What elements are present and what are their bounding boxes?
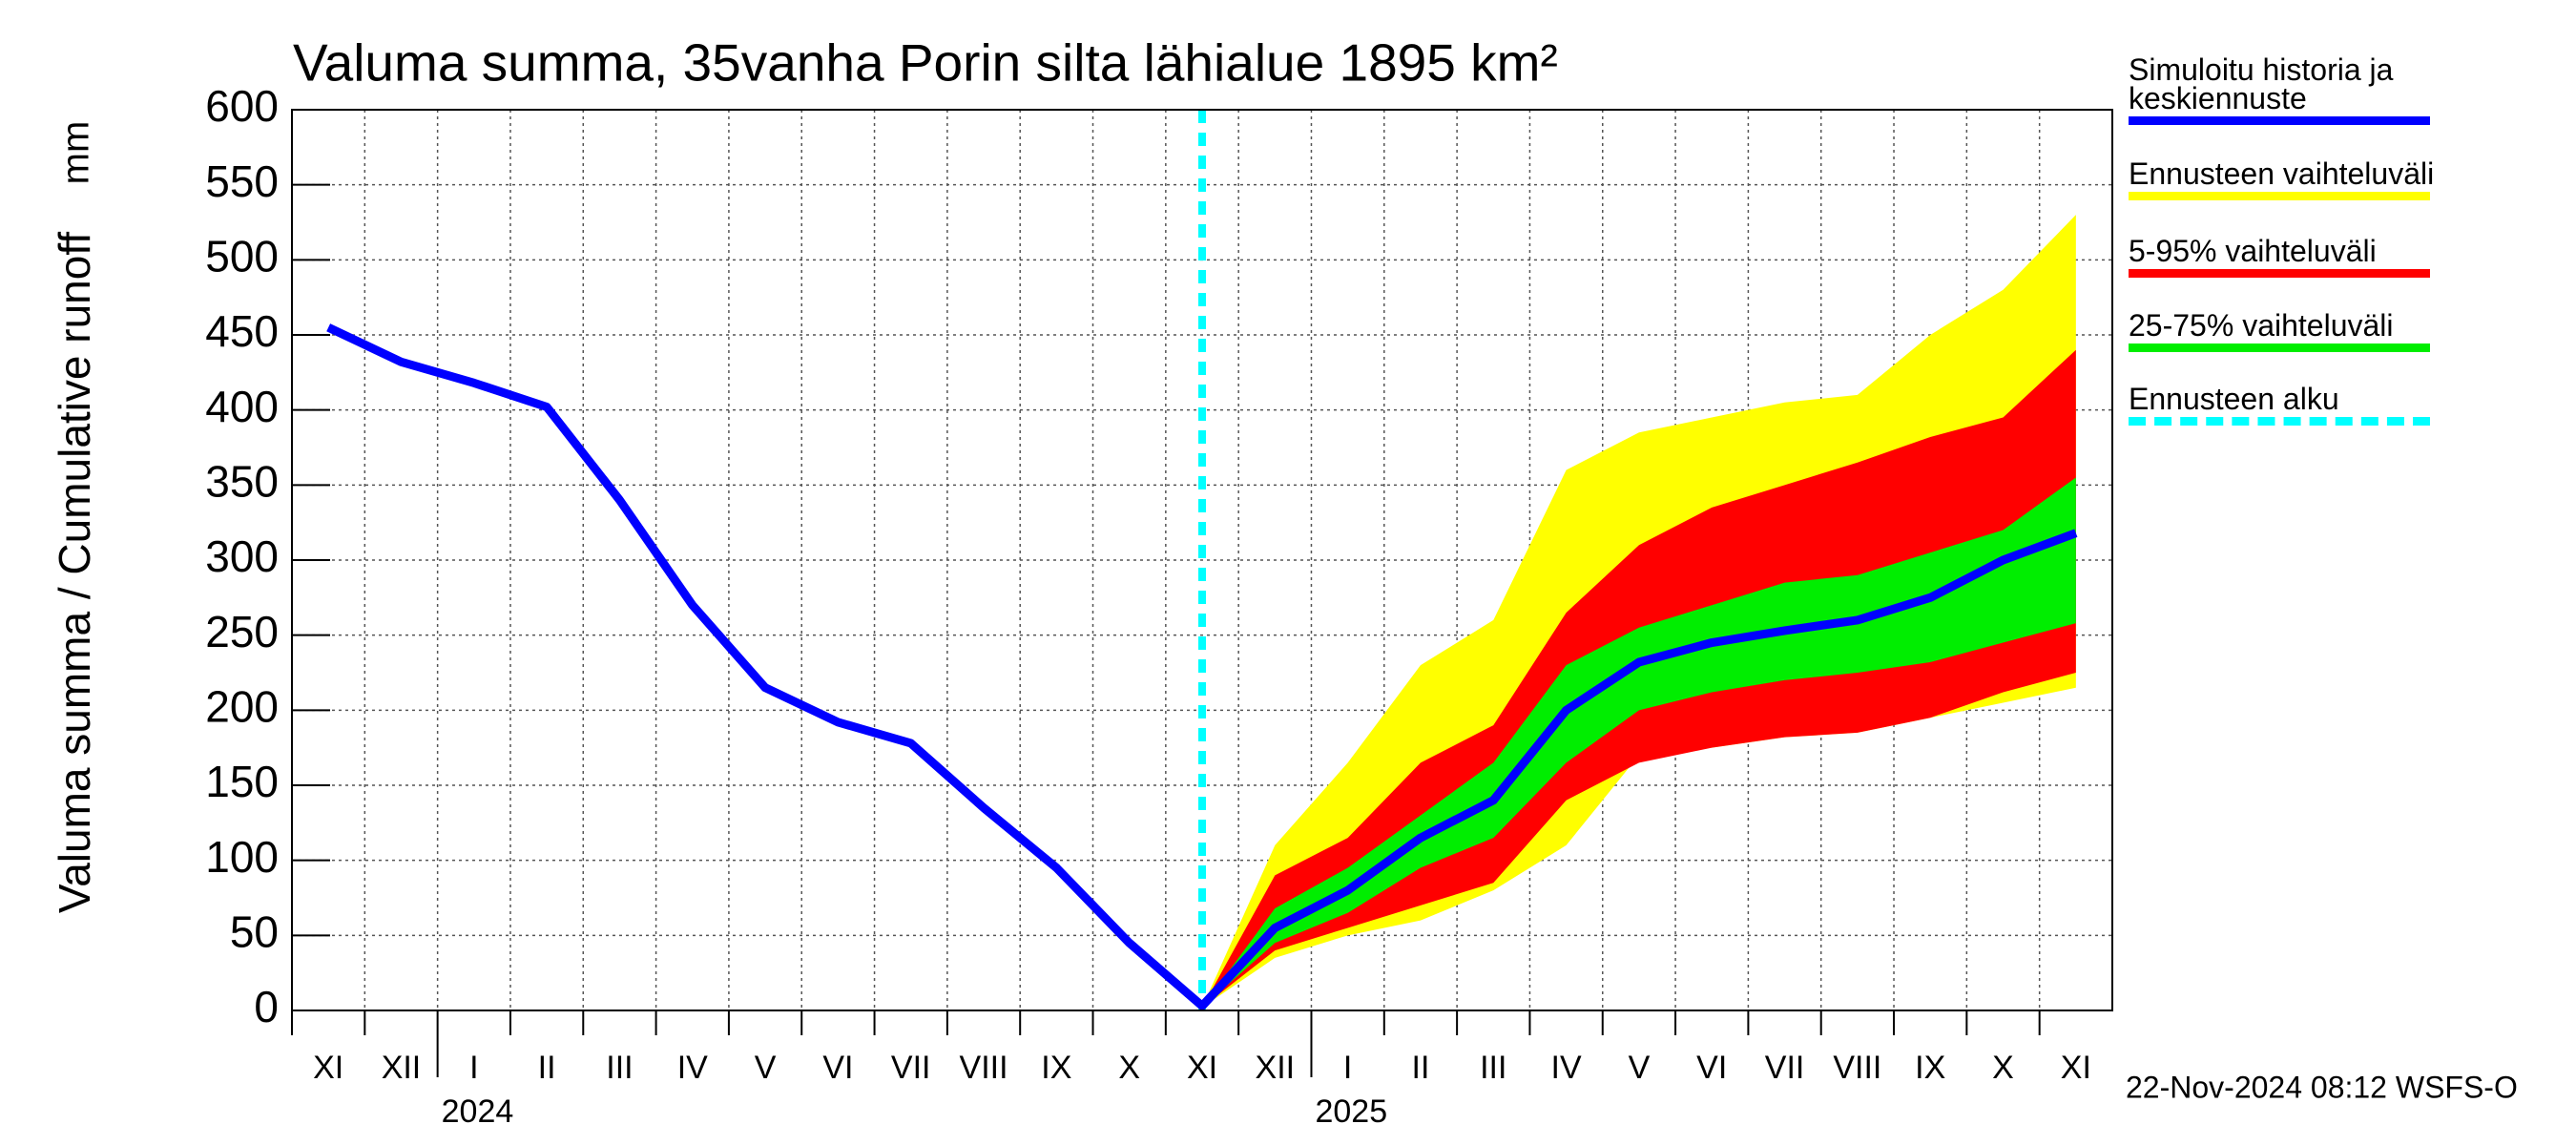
x-tick-label: VI [1696,1050,1727,1086]
x-tick-label: XII [382,1050,422,1086]
legend-swatch [2129,269,2430,278]
line [326,323,2078,1010]
x-tick-label: II [538,1050,556,1086]
legend-label: Simuloitu historia ja keskiennuste [2129,52,2394,115]
footer: 22-Nov-2024 08:12 WSFS-O [2126,1070,2518,1104]
x-tick-label: I [1343,1050,1352,1086]
x-tick-label: IX [1041,1050,1071,1086]
legend-swatch [2129,116,2430,125]
year-label: 2024 [442,1093,514,1130]
legend-label: Ennusteen vaihteluväli [2129,156,2435,191]
y-tick-label: 500 [205,231,279,281]
x-tick-label: VII [1765,1050,1805,1086]
y-tick-label: 200 [205,681,279,731]
x-tick-label: I [469,1050,478,1086]
y-tick-label: 450 [205,306,279,356]
x-tick-label: X [1118,1050,1140,1086]
range-band [1202,477,2076,1008]
x-tick-label: VIII [1833,1050,1881,1086]
legend-swatch [2129,417,2430,426]
legend-item: 5-95% vaihteluväli [2129,234,2501,278]
legend-label: Ennusteen alku [2129,382,2339,416]
legend-item: Ennusteen alku [2129,382,2501,426]
legend-item: Simuloitu historia ja keskiennuste [2129,52,2501,125]
y-tick-label: 350 [205,456,279,506]
legend-item: 25-75% vaihteluväli [2129,308,2501,352]
y-axis-unit: mm [55,121,97,185]
x-tick-label: V [1629,1050,1651,1086]
x-tick-label: V [755,1050,777,1086]
legend-swatch [2129,344,2430,352]
legend-label: 5-95% vaihteluväli [2129,234,2377,268]
chart-title: Valuma summa, 35vanha Porin silta lähial… [293,33,1558,93]
x-tick-label: VII [891,1050,931,1086]
y-tick-label: 300 [205,531,279,581]
y-tick-label: 0 [254,982,279,1031]
x-tick-label: XI [1187,1050,1217,1086]
y-axis-label: Valuma summa / Cumulative runoff [50,232,99,913]
legend-label: 25-75% vaihteluväli [2129,308,2394,343]
y-tick-label: 50 [230,906,279,956]
x-tick-label: XII [1256,1050,1296,1086]
y-tick-label: 250 [205,607,279,656]
x-tick-label: III [1480,1050,1506,1086]
y-tick-label: 150 [205,757,279,806]
legend-item: Ennusteen vaihteluväli [2129,156,2501,200]
x-tick-label: VIII [960,1050,1008,1086]
y-tick-label: 100 [205,832,279,882]
x-tick-label: VI [822,1050,853,1086]
year-label: 2025 [1315,1093,1387,1130]
y-tick-label: 600 [205,81,279,131]
x-tick-label: IV [1551,1050,1582,1086]
y-tick-label: 550 [205,156,279,206]
legend-swatch [2129,192,2430,200]
x-tick-label: X [1992,1050,2014,1086]
x-tick-label: XI [313,1050,343,1086]
x-tick-label: IX [1915,1050,1945,1086]
y-tick-label: 400 [205,382,279,431]
x-tick-label: II [1412,1050,1430,1086]
x-tick-label: III [606,1050,633,1086]
x-tick-label: IV [677,1050,708,1086]
x-tick-label: XI [2061,1050,2091,1086]
plot-frame [291,109,2113,1011]
